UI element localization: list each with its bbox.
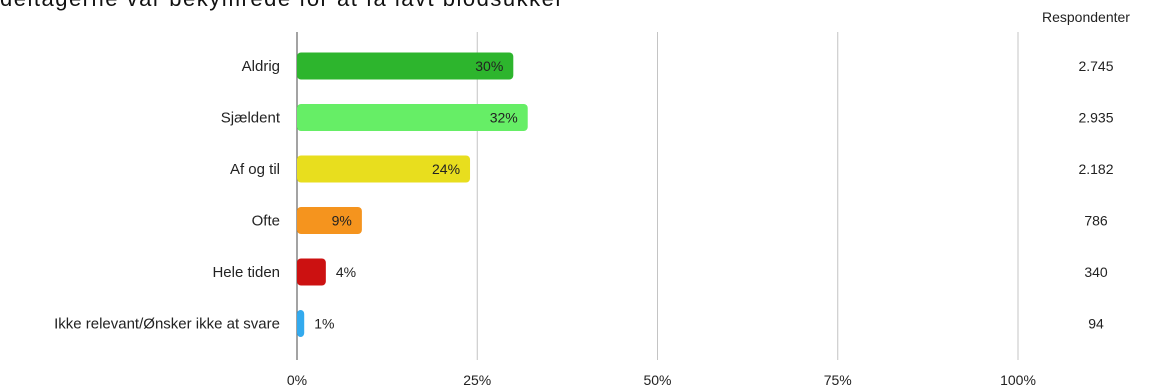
x-tick-label: 50% <box>643 372 671 388</box>
x-tick-label: 100% <box>1000 372 1036 388</box>
value-label: 24% <box>432 161 460 177</box>
label-layer: 0% 25% 50% 75% 100% Aldrig 30% 2.745 Sjældent 32%… <box>54 58 1114 388</box>
bar-4 <box>297 258 326 286</box>
respondents-value: 2.745 <box>1078 58 1113 74</box>
category-label: Ofte <box>252 213 280 230</box>
respondents-value: 94 <box>1088 316 1104 332</box>
bar-layer <box>297 52 528 337</box>
grid-layer <box>296 32 1019 360</box>
category-label: Ikke relevant/Ønsker ikke at svare <box>54 316 280 333</box>
category-label: Hele tiden <box>212 264 280 281</box>
value-label: 1% <box>314 316 334 332</box>
bar-2 <box>297 155 471 183</box>
value-label: 30% <box>475 58 503 74</box>
x-tick-label: 25% <box>463 372 491 388</box>
category-label: Af og til <box>230 161 280 178</box>
respondents-value: 786 <box>1084 213 1108 229</box>
bar-5 <box>297 310 305 337</box>
x-tick-label: 0% <box>287 372 307 388</box>
respondents-value: 2.182 <box>1078 161 1113 177</box>
chart-title: deltagerne var bekymrede for at få lavt … <box>0 0 564 12</box>
category-label: Aldrig <box>242 58 280 75</box>
bar-3 <box>297 207 362 234</box>
respondents-value: 340 <box>1084 264 1108 280</box>
respondents-value: 2.935 <box>1078 110 1113 126</box>
respondents-header: Respondenter <box>1042 9 1130 25</box>
category-label: Sjældent <box>221 110 281 127</box>
bar-0 <box>297 52 514 80</box>
bar-1 <box>297 104 528 131</box>
value-label: 32% <box>490 110 518 126</box>
x-tick-label: 75% <box>824 372 852 388</box>
value-label: 9% <box>332 213 352 229</box>
value-label: 4% <box>336 264 356 280</box>
